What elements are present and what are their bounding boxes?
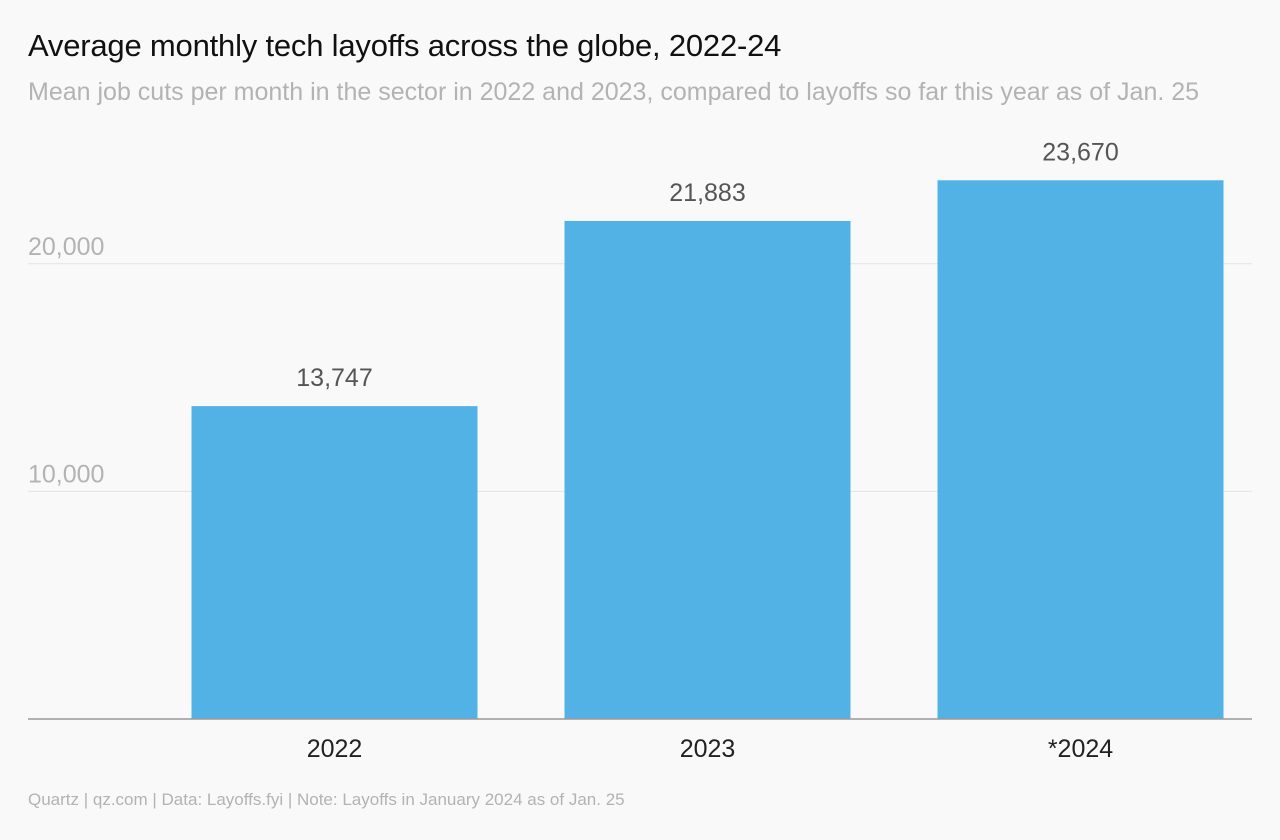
category-label: *2024 — [1048, 735, 1113, 763]
y-tick-label: 10,000 — [28, 460, 104, 488]
value-label: 13,747 — [296, 364, 372, 392]
chart-title: Average monthly tech layoffs across the … — [28, 28, 782, 63]
bars — [191, 180, 1224, 719]
category-label: 2022 — [307, 735, 363, 763]
labels: 10,000 20,000 13,747 2022 21,883 2023 23,670 *2… — [28, 138, 1119, 763]
bar — [564, 220, 851, 719]
category-label: 2023 — [680, 735, 736, 763]
chart-subtitle: Mean job cuts per month in the sector in… — [28, 78, 1200, 106]
value-label: 23,670 — [1042, 138, 1118, 166]
bar — [191, 406, 478, 719]
chart-footer: Quartz | qz.com | Data: Layoffs.fyi | No… — [28, 790, 625, 809]
bar — [937, 180, 1224, 719]
y-tick-label: 20,000 — [28, 233, 104, 261]
value-label: 21,883 — [669, 179, 745, 207]
